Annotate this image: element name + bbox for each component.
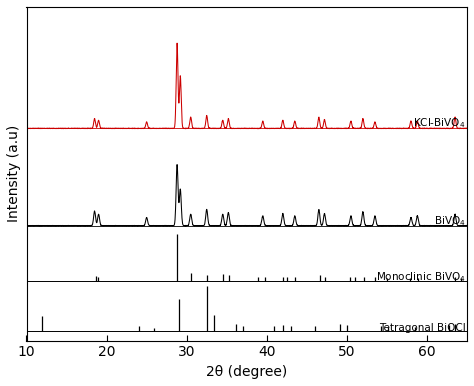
X-axis label: 2θ (degree): 2θ (degree) xyxy=(206,365,287,379)
Text: BiVO$_4$: BiVO$_4$ xyxy=(434,215,465,229)
Text: Tetragonal BiOCl: Tetragonal BiOCl xyxy=(379,323,465,333)
Text: Monoclinic BiVO$_4$: Monoclinic BiVO$_4$ xyxy=(376,271,465,284)
Y-axis label: Intensity (a.u): Intensity (a.u) xyxy=(7,125,21,222)
Text: KCl-BiVO$_4$: KCl-BiVO$_4$ xyxy=(413,117,465,130)
